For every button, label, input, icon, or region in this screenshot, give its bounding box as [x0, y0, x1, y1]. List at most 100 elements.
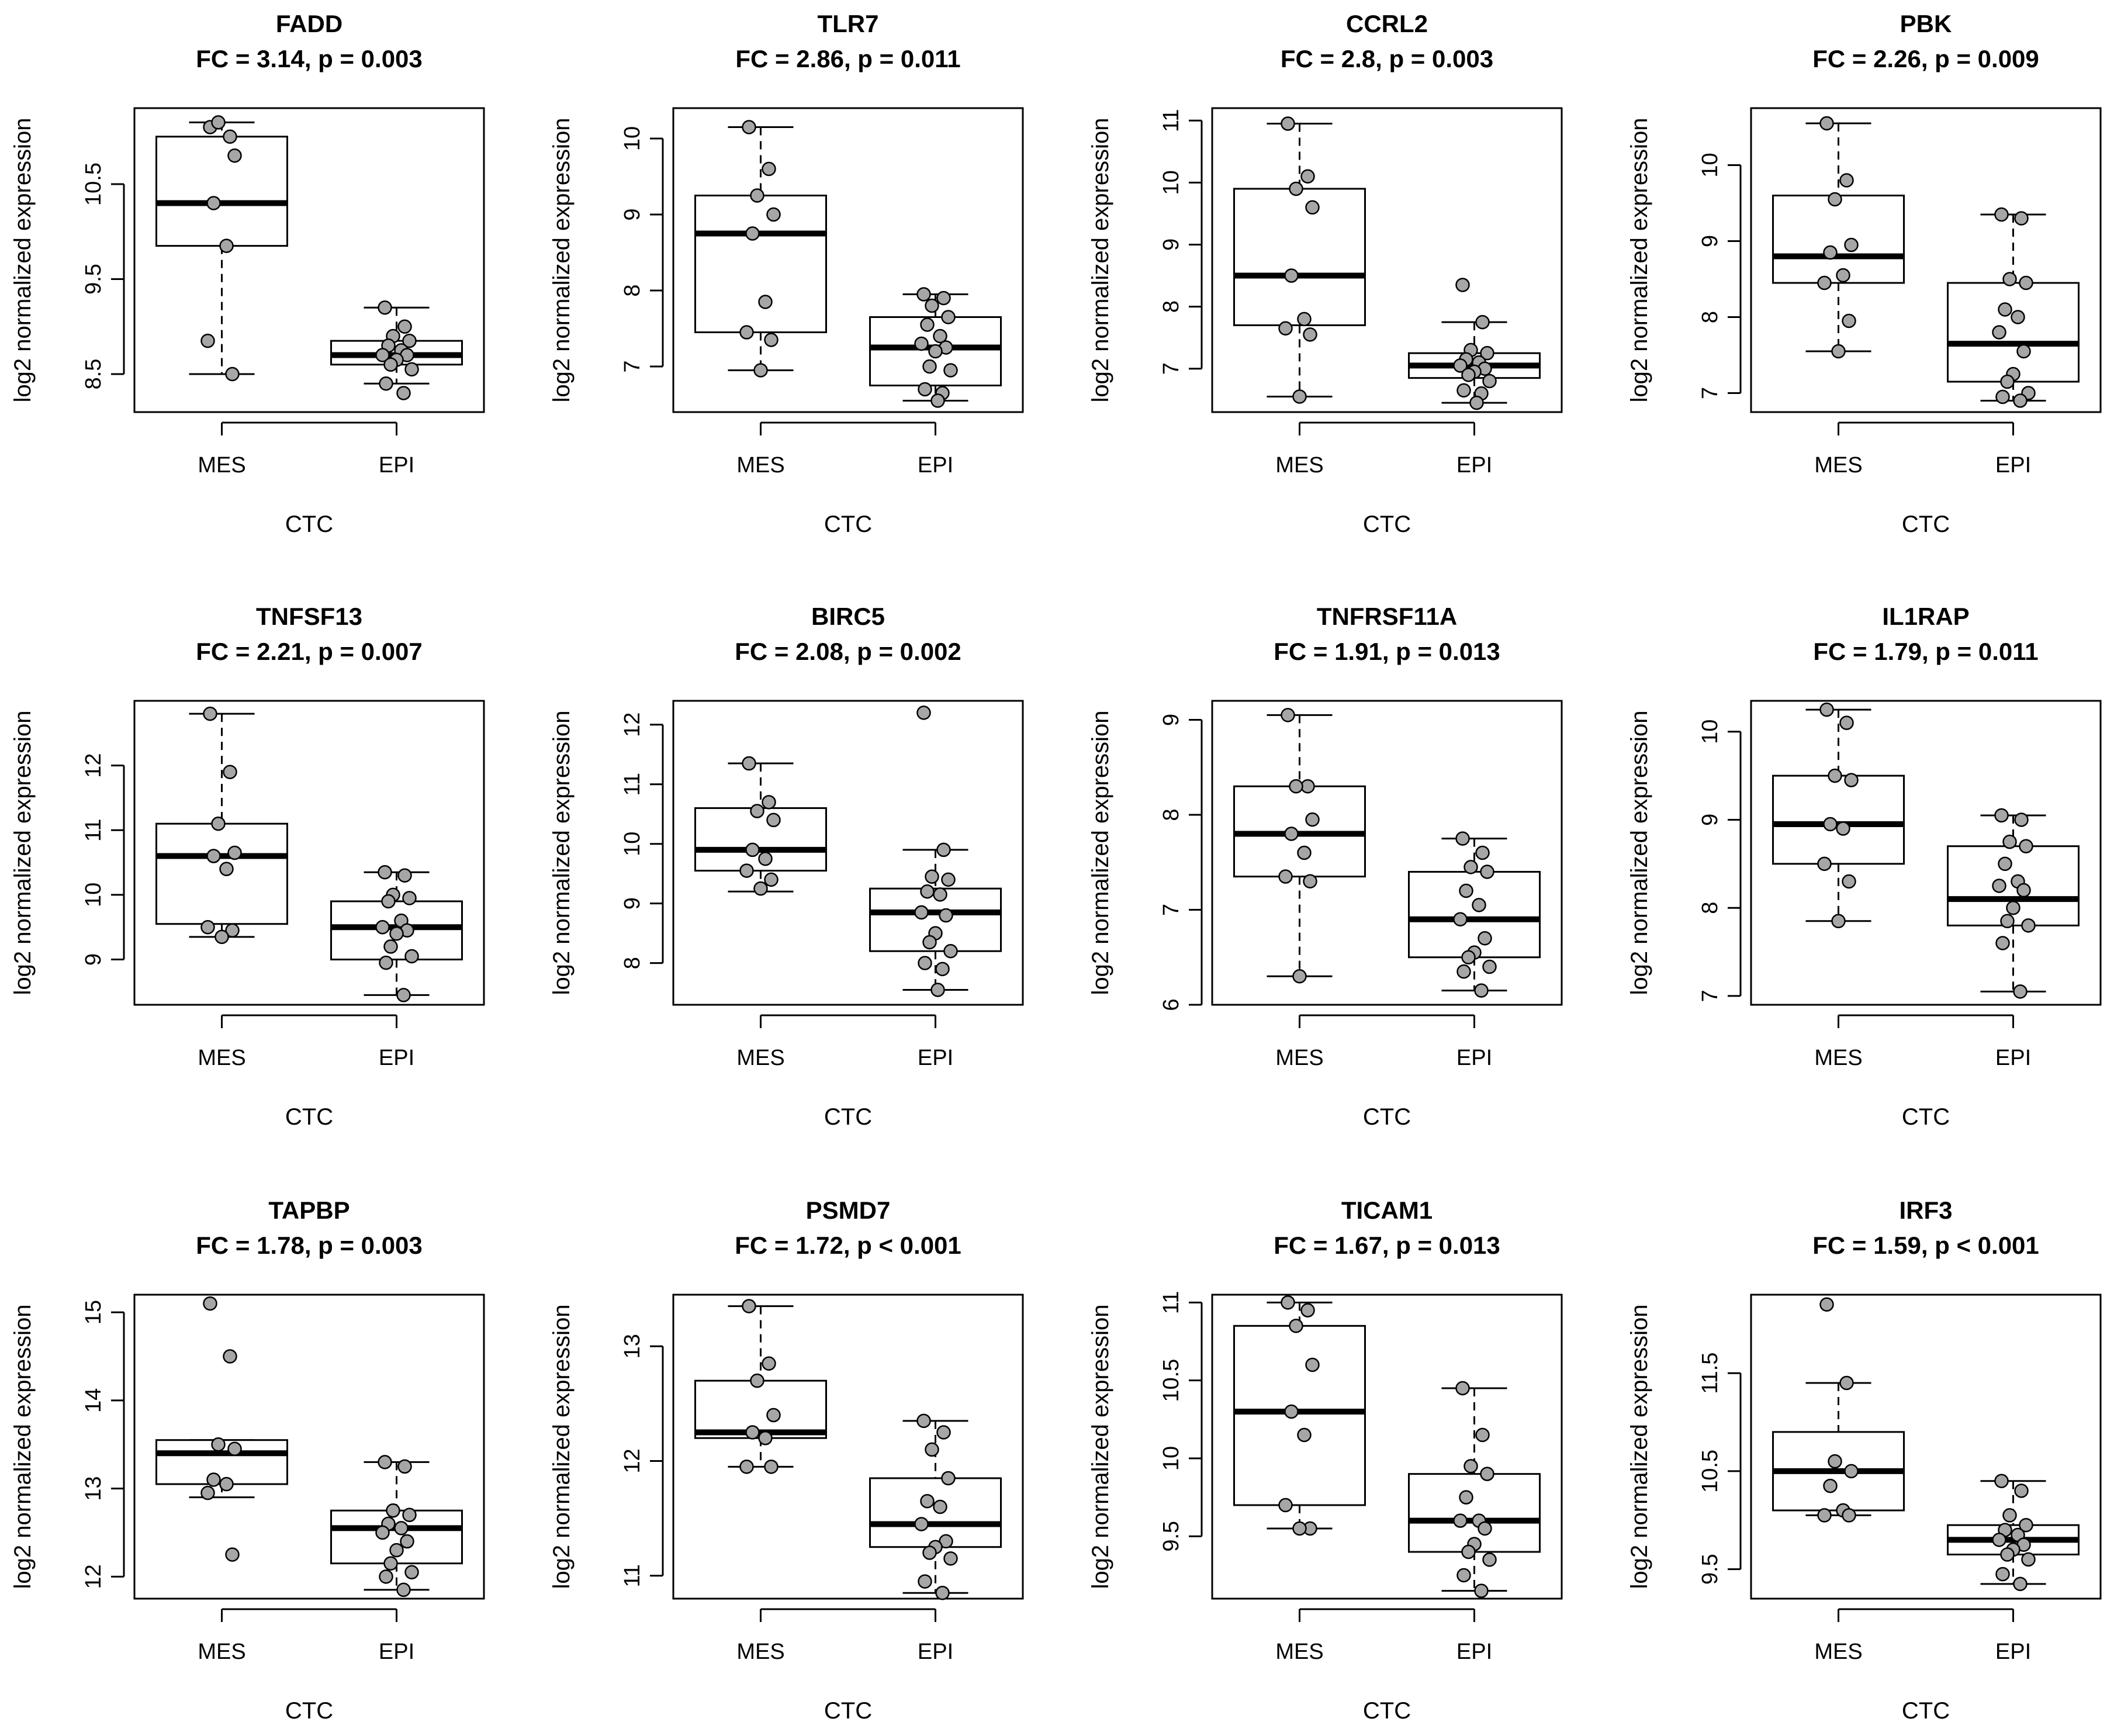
data-point-mes — [1840, 1377, 1853, 1389]
iqr-box — [1948, 283, 2079, 382]
box-mes — [696, 127, 826, 371]
data-point-mes — [1832, 915, 1845, 928]
data-point-mes — [1304, 875, 1317, 888]
data-point-mes — [1845, 774, 1858, 787]
data-point-epi — [1476, 316, 1489, 328]
iqr-box — [696, 196, 826, 333]
data-point-mes — [1818, 1509, 1831, 1521]
data-point-epi — [1479, 932, 1492, 945]
chart-panel-ccrl2: CCRL2FC = 2.8, p = 0.0037891011MES EPICTC… — [1078, 0, 1592, 549]
chart-panel-ticam1: TICAM1FC = 1.67, p = 0.0139.51010.511MES… — [1078, 1187, 1592, 1736]
y-tick-label: 9 — [1159, 238, 1184, 251]
data-point-epi — [1999, 857, 2012, 870]
data-point-epi — [923, 1547, 936, 1559]
data-point-epi — [919, 957, 932, 970]
data-point-epi — [2018, 884, 2030, 897]
data-point-epi — [390, 927, 403, 940]
y-axis-label: log2 normalized expression — [1088, 711, 1113, 995]
data-point-mes — [1302, 1304, 1314, 1317]
data-point-mes — [207, 197, 220, 210]
data-point-epi — [1475, 1585, 1488, 1597]
data-point-mes — [765, 1460, 778, 1473]
data-point-epi — [1462, 1545, 1475, 1558]
chart-title: PSMD7 — [806, 1196, 891, 1224]
data-point-mes — [1293, 1522, 1306, 1535]
data-point-epi — [1476, 846, 1489, 859]
data-point-epi — [403, 1509, 416, 1521]
data-point-epi — [937, 292, 950, 305]
x-axis-label: CTC — [824, 511, 872, 537]
chart-title: IL1RAP — [1882, 603, 1969, 630]
data-point-mes — [767, 814, 780, 826]
data-point-mes — [224, 1350, 237, 1363]
data-point-epi — [942, 873, 955, 886]
data-point-mes — [767, 208, 780, 221]
data-point-mes — [202, 921, 214, 933]
data-point-epi — [399, 869, 411, 882]
data-point-epi — [942, 1472, 955, 1485]
y-axis-label: log2 normalized expression — [549, 118, 575, 403]
data-point-mes — [743, 121, 756, 134]
data-point-epi — [926, 299, 939, 312]
data-point-epi — [397, 1583, 410, 1596]
x-tick-label-mes: MES — [1814, 1046, 1862, 1070]
y-tick-label: 11 — [1159, 1291, 1184, 1314]
data-point-mes — [207, 850, 220, 863]
chart-panel-tapbp: TAPBPFC = 1.78, p = 0.00312131415MES EPIC… — [0, 1187, 514, 1736]
data-point-mes — [1824, 818, 1837, 831]
data-point-mes — [1290, 1319, 1303, 1332]
box-mes — [696, 763, 826, 891]
chart-subtitle: FC = 1.67, p = 0.013 — [1274, 1232, 1500, 1259]
y-tick-label: 8 — [620, 957, 645, 969]
data-point-epi — [390, 1544, 403, 1557]
data-point-mes — [746, 1426, 759, 1438]
data-point-mes — [1837, 822, 1850, 835]
x-tick-label-epi: EPI — [1456, 1640, 1492, 1664]
data-point-mes — [743, 1300, 756, 1313]
x-tick-label-mes: MES — [736, 1640, 784, 1664]
data-point-epi — [919, 1575, 932, 1588]
data-point-mes — [759, 296, 772, 309]
y-axis-label: log2 normalized expression — [1627, 711, 1652, 995]
data-point-epi — [944, 1552, 957, 1565]
x-tick-label-epi: EPI — [379, 1640, 414, 1664]
y-axis-label: log2 normalized expression — [10, 1305, 36, 1589]
data-point-mes — [1282, 1296, 1295, 1309]
data-point-mes — [741, 326, 753, 339]
chart-subtitle: FC = 2.86, p = 0.011 — [735, 45, 960, 72]
chart-subtitle: FC = 2.21, p = 0.007 — [196, 638, 423, 665]
y-tick-label: 7 — [620, 360, 645, 372]
data-point-epi — [2001, 375, 2014, 388]
data-point-epi — [936, 963, 949, 976]
data-point-mes — [1279, 870, 1292, 883]
data-point-mes — [1829, 769, 1842, 782]
data-point-epi — [376, 921, 389, 933]
y-tick-label: 7 — [1159, 362, 1184, 375]
x-tick-label-epi: EPI — [379, 1046, 414, 1070]
x-tick-label-mes: MES — [736, 453, 784, 478]
chart-subtitle: FC = 1.59, p < 0.001 — [1812, 1232, 2039, 1259]
chart-panel-psmd7: PSMD7FC = 1.72, p < 0.001111213MES EPICTC… — [539, 1187, 1053, 1736]
data-point-mes — [1298, 313, 1311, 326]
chart-panel-pbk: PBKFC = 2.26, p = 0.00978910MES EPICTClog… — [1617, 0, 2107, 549]
data-point-mes — [1298, 846, 1311, 859]
data-point-epi — [944, 364, 957, 377]
y-tick-label: 11 — [620, 773, 645, 796]
y-tick-label: 8 — [1159, 300, 1184, 313]
iqr-box — [157, 137, 288, 246]
chart-title: TICAM1 — [1341, 1196, 1433, 1224]
y-axis-label: log2 normalized expression — [1627, 1305, 1652, 1589]
data-point-epi — [1997, 936, 2009, 949]
x-tick-label-mes: MES — [1275, 453, 1323, 478]
y-tick-label: 12 — [620, 1448, 645, 1473]
data-point-epi — [1483, 375, 1496, 388]
y-tick-label: 9 — [1159, 714, 1184, 726]
data-point-epi — [1460, 1491, 1473, 1504]
data-point-mes — [1302, 170, 1314, 183]
data-point-mes — [746, 227, 759, 240]
y-tick-label: 10 — [620, 126, 645, 151]
y-tick-label: 9.5 — [81, 264, 106, 295]
data-point-mes — [1829, 193, 1842, 206]
data-point-mes — [1290, 182, 1303, 195]
data-point-epi — [1462, 368, 1475, 381]
